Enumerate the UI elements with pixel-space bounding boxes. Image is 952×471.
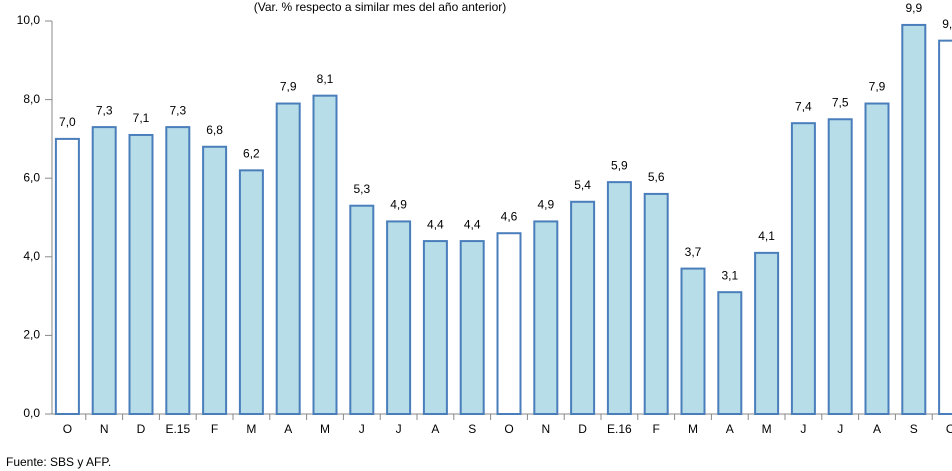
data-label: 4,4	[427, 217, 444, 231]
data-label: 7,9	[280, 80, 297, 94]
x-tick-label: O	[63, 422, 72, 436]
x-tick-label: O	[946, 422, 952, 436]
data-label: 6,2	[243, 147, 260, 161]
bar	[202, 145, 228, 415]
bar	[349, 204, 375, 415]
bar	[901, 23, 927, 416]
x-tick-label: J	[359, 422, 365, 436]
data-label: 4,4	[464, 217, 481, 231]
y-tick-label: 10,0	[17, 13, 41, 27]
data-label: 5,3	[353, 182, 370, 196]
y-tick-label: 4,0	[23, 249, 40, 263]
x-tick-label: M	[320, 422, 330, 436]
x-tick-label: J	[800, 422, 806, 436]
x-tick-label: N	[541, 422, 550, 436]
x-tick-label: O	[504, 422, 513, 436]
x-tick-label: F	[653, 422, 660, 436]
data-label: 6,8	[206, 123, 223, 137]
x-tick-label: M	[762, 422, 772, 436]
bar	[533, 220, 559, 415]
x-tick-label: A	[431, 422, 439, 436]
x-tick-label: D	[137, 422, 146, 436]
data-label: 5,4	[574, 178, 591, 192]
bar	[790, 122, 816, 416]
data-label: 7,3	[96, 103, 113, 117]
y-tick-label: 6,0	[23, 170, 40, 184]
x-tick-label: J	[396, 422, 402, 436]
x-tick-label: J	[837, 422, 843, 436]
y-tick-label: 8,0	[23, 92, 40, 106]
data-label: 9,9	[905, 1, 922, 15]
data-label: 3,7	[685, 245, 702, 259]
bar	[680, 267, 706, 415]
bar	[275, 102, 301, 415]
data-label: 5,9	[611, 158, 628, 172]
y-tick-label: 0,0	[23, 406, 40, 420]
source-note: Fuente: SBS y AFP.	[6, 455, 111, 469]
bar	[54, 137, 80, 415]
data-label: 7,3	[169, 103, 186, 117]
bar	[459, 240, 485, 415]
data-label: 3,1	[721, 268, 738, 282]
x-tick-label: E.15	[165, 422, 190, 436]
data-label: 4,9	[390, 198, 407, 212]
bar	[606, 181, 632, 415]
bar	[238, 169, 264, 415]
x-tick-label: A	[726, 422, 734, 436]
data-label: 7,4	[795, 99, 812, 113]
x-tick-label: A	[873, 422, 881, 436]
bar	[128, 133, 154, 415]
data-label: 9,5	[942, 17, 952, 31]
bar	[312, 94, 338, 415]
bar	[386, 220, 412, 415]
data-label: 7,9	[869, 80, 886, 94]
bar	[91, 126, 117, 416]
bar	[754, 251, 780, 415]
x-tick-label: S	[468, 422, 476, 436]
data-label: 7,1	[133, 111, 150, 125]
bar	[643, 192, 669, 415]
data-label: 5,6	[648, 170, 665, 184]
data-label: 4,6	[501, 209, 518, 223]
bar	[496, 232, 522, 415]
chart-subtitle: (Var. % respecto a similar mes del año a…	[254, 0, 507, 14]
x-tick-label: E.16	[607, 422, 632, 436]
x-tick-label: M	[688, 422, 698, 436]
bar	[938, 39, 952, 416]
bar	[717, 291, 743, 416]
data-label: 7,0	[59, 115, 76, 129]
data-label: 8,1	[317, 72, 334, 86]
x-tick-label: N	[100, 422, 109, 436]
y-tick-label: 2,0	[23, 328, 40, 342]
bar	[165, 126, 191, 416]
data-label: 7,5	[832, 95, 849, 109]
bar	[864, 102, 890, 415]
x-tick-label: F	[211, 422, 218, 436]
x-tick-label: A	[284, 422, 292, 436]
bar	[827, 118, 853, 415]
x-tick-label: M	[246, 422, 256, 436]
x-tick-label: S	[910, 422, 918, 436]
bar	[570, 200, 596, 415]
data-label: 4,1	[758, 229, 775, 243]
bar	[422, 240, 448, 415]
data-label: 4,9	[537, 198, 554, 212]
x-tick-label: D	[578, 422, 587, 436]
